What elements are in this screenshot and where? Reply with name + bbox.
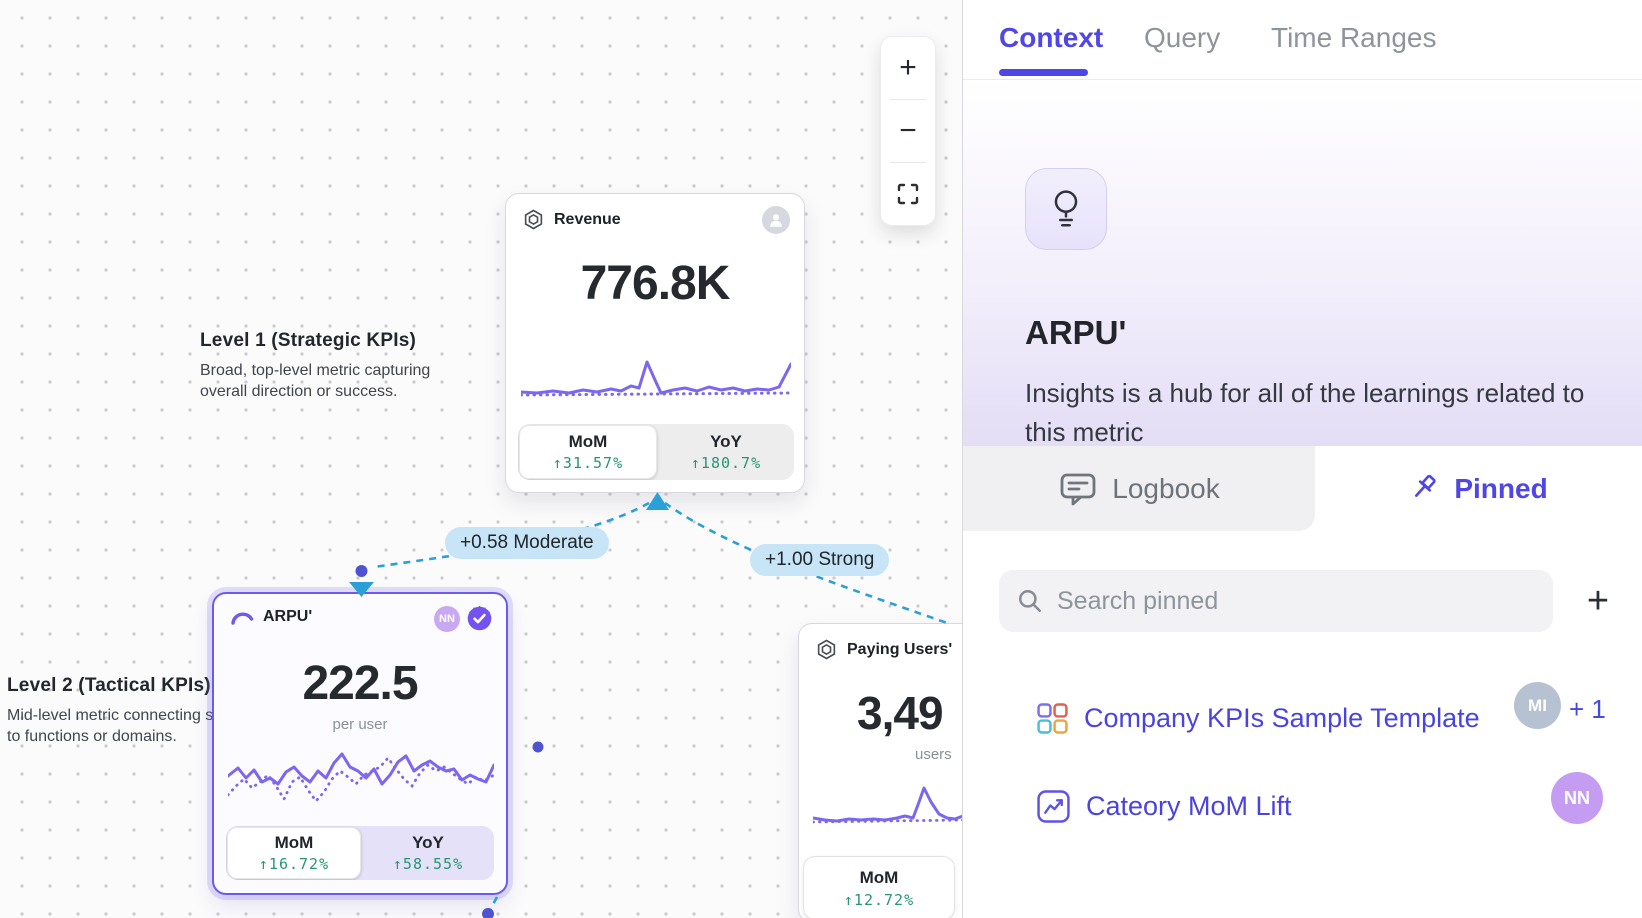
insights-tile[interactable] (1025, 168, 1107, 250)
search-pinned-input[interactable] (1057, 586, 1535, 616)
extra-collaborators-count: + 1 (1569, 694, 1606, 724)
verified-check-icon (467, 605, 492, 631)
search-pinned-box (999, 570, 1553, 632)
pinned-item-company-kpis[interactable]: Company KPIs Sample Template (1037, 696, 1480, 740)
level1-description: Broad, top-level metric capturing overal… (200, 362, 431, 400)
pinned-item-label: Company KPIs Sample Template (1084, 702, 1480, 733)
metric-tree-canvas[interactable]: Level 1 (Strategic KPIs) Broad, top-leve… (0, 0, 962, 918)
panel-subtabs: Logbook Pinned (963, 446, 1642, 531)
mom-label: MoM (568, 432, 608, 451)
yoy-toggle[interactable]: YoY ↑180.7% (658, 424, 794, 480)
sparkline-chart (521, 360, 791, 397)
card-title: Revenue (554, 210, 621, 228)
yoy-value: ↑58.55% (392, 855, 464, 873)
card-title: ARPU' (263, 608, 313, 625)
avatar-mi: MI (1514, 682, 1561, 729)
logbook-comment-icon (1060, 473, 1096, 505)
hexagon-metric-icon (524, 209, 543, 230)
metric-hero-section (963, 80, 1642, 446)
metric-unit: users (915, 746, 952, 763)
metric-card-revenue[interactable]: Revenue 776.8K MoM ↑31.57% YoY ↑180.7% (505, 193, 805, 493)
owner-avatar-icon[interactable] (762, 206, 790, 234)
sparkline-chart (228, 752, 494, 804)
mom-toggle[interactable]: MoM ↑12.72% (803, 856, 955, 918)
subtab-pinned[interactable]: Pinned (1315, 446, 1642, 531)
metric-value: 222.5 (302, 657, 418, 710)
pinned-item-cateory-mom-lift[interactable]: Cateory MoM Lift (1037, 784, 1292, 828)
metric-value: 776.8K (580, 257, 731, 310)
edge-arpu-down (487, 896, 499, 913)
yoy-toggle[interactable]: YoY ↑58.55% (362, 826, 494, 880)
connector-dot-arpu-top (355, 565, 368, 577)
tab-context[interactable]: Context (999, 22, 1104, 53)
correlation-label-moderate[interactable]: +0.58 Moderate (445, 527, 609, 559)
mom-value: ↑16.72% (258, 855, 330, 873)
detail-panel: Context Query Time Ranges ARPU' Insights… (962, 0, 1642, 918)
subtab-pinned-label: Pinned (1454, 472, 1548, 504)
pinned-item-label: Cateory MoM Lift (1086, 790, 1292, 821)
yoy-label: YoY (412, 833, 444, 852)
mom-label: MoM (274, 833, 314, 852)
canvas-zoom-toolbar: + − (880, 36, 936, 226)
tab-time-ranges[interactable]: Time Ranges (1271, 22, 1437, 53)
card-title: Paying Users' (847, 640, 953, 658)
level1-title: Level 1 (Strategic KPIs) (200, 330, 416, 351)
pin-icon (1415, 474, 1437, 497)
metric-card-paying-users[interactable]: Paying Users' 3,49 users MoM ↑12.72% (798, 623, 962, 918)
level2-title: Level 2 (Tactical KPIs) (7, 675, 211, 696)
mom-toggle[interactable]: MoM ↑16.72% (227, 827, 361, 879)
level2-annotation[interactable]: Level 2 (Tactical KPIs) Mid-level metric… (7, 675, 269, 747)
avatar-nn: NN (1551, 772, 1603, 824)
mom-value: ↑12.72% (843, 890, 915, 909)
subtab-logbook[interactable]: Logbook (963, 446, 1315, 531)
metric-card-arpu[interactable]: ARPU' NN 222.5 per user MoM ↑16.72% Yo (212, 592, 508, 895)
metric-name-heading: ARPU' (1025, 314, 1127, 351)
level1-annotation[interactable]: Level 1 (Strategic KPIs) Broad, top-leve… (200, 330, 460, 402)
collaborator-badge[interactable]: NN (434, 606, 460, 632)
mom-toggle[interactable]: MoM ↑31.57% (519, 425, 657, 479)
arrowhead-into-revenue (646, 492, 669, 510)
connector-dot-arpu-bottom (482, 908, 494, 918)
level2-description: Mid-level metric connecting strategy to … (7, 707, 263, 745)
grid-template-icon (1037, 702, 1068, 734)
mom-label: MoM (859, 867, 899, 887)
metric-description: Insights is a hub for all of the learnin… (1025, 378, 1585, 447)
connector-dot-arpu-right (532, 741, 544, 753)
lightbulb-icon (1054, 190, 1078, 227)
subtab-logbook-label: Logbook (1112, 472, 1220, 504)
add-pinned-button[interactable]: + (1586, 579, 1610, 622)
yoy-label: YoY (710, 432, 742, 451)
toolbar-divider (890, 99, 926, 100)
zoom-in-button[interactable]: + (899, 51, 917, 84)
search-icon (1019, 590, 1041, 612)
chart-icon (1037, 789, 1070, 823)
yoy-value: ↑180.7% (690, 454, 762, 472)
zoom-out-button[interactable]: − (899, 114, 917, 147)
sparkline-chart (813, 786, 962, 824)
hexagon-metric-icon (817, 639, 836, 660)
metric-value: 3,49 (857, 687, 944, 739)
arc-metric-icon (231, 612, 254, 625)
tab-query[interactable]: Query (1144, 22, 1221, 53)
toolbar-divider (890, 162, 926, 163)
panel-tab-bar: Context Query Time Ranges (963, 0, 1642, 80)
fullscreen-icon (897, 183, 919, 205)
metric-unit: per user (332, 716, 388, 733)
correlation-label-strong[interactable]: +1.00 Strong (750, 544, 890, 576)
mom-value: ↑31.57% (552, 454, 624, 472)
active-tab-indicator (999, 69, 1088, 76)
fit-view-button[interactable] (881, 163, 935, 225)
